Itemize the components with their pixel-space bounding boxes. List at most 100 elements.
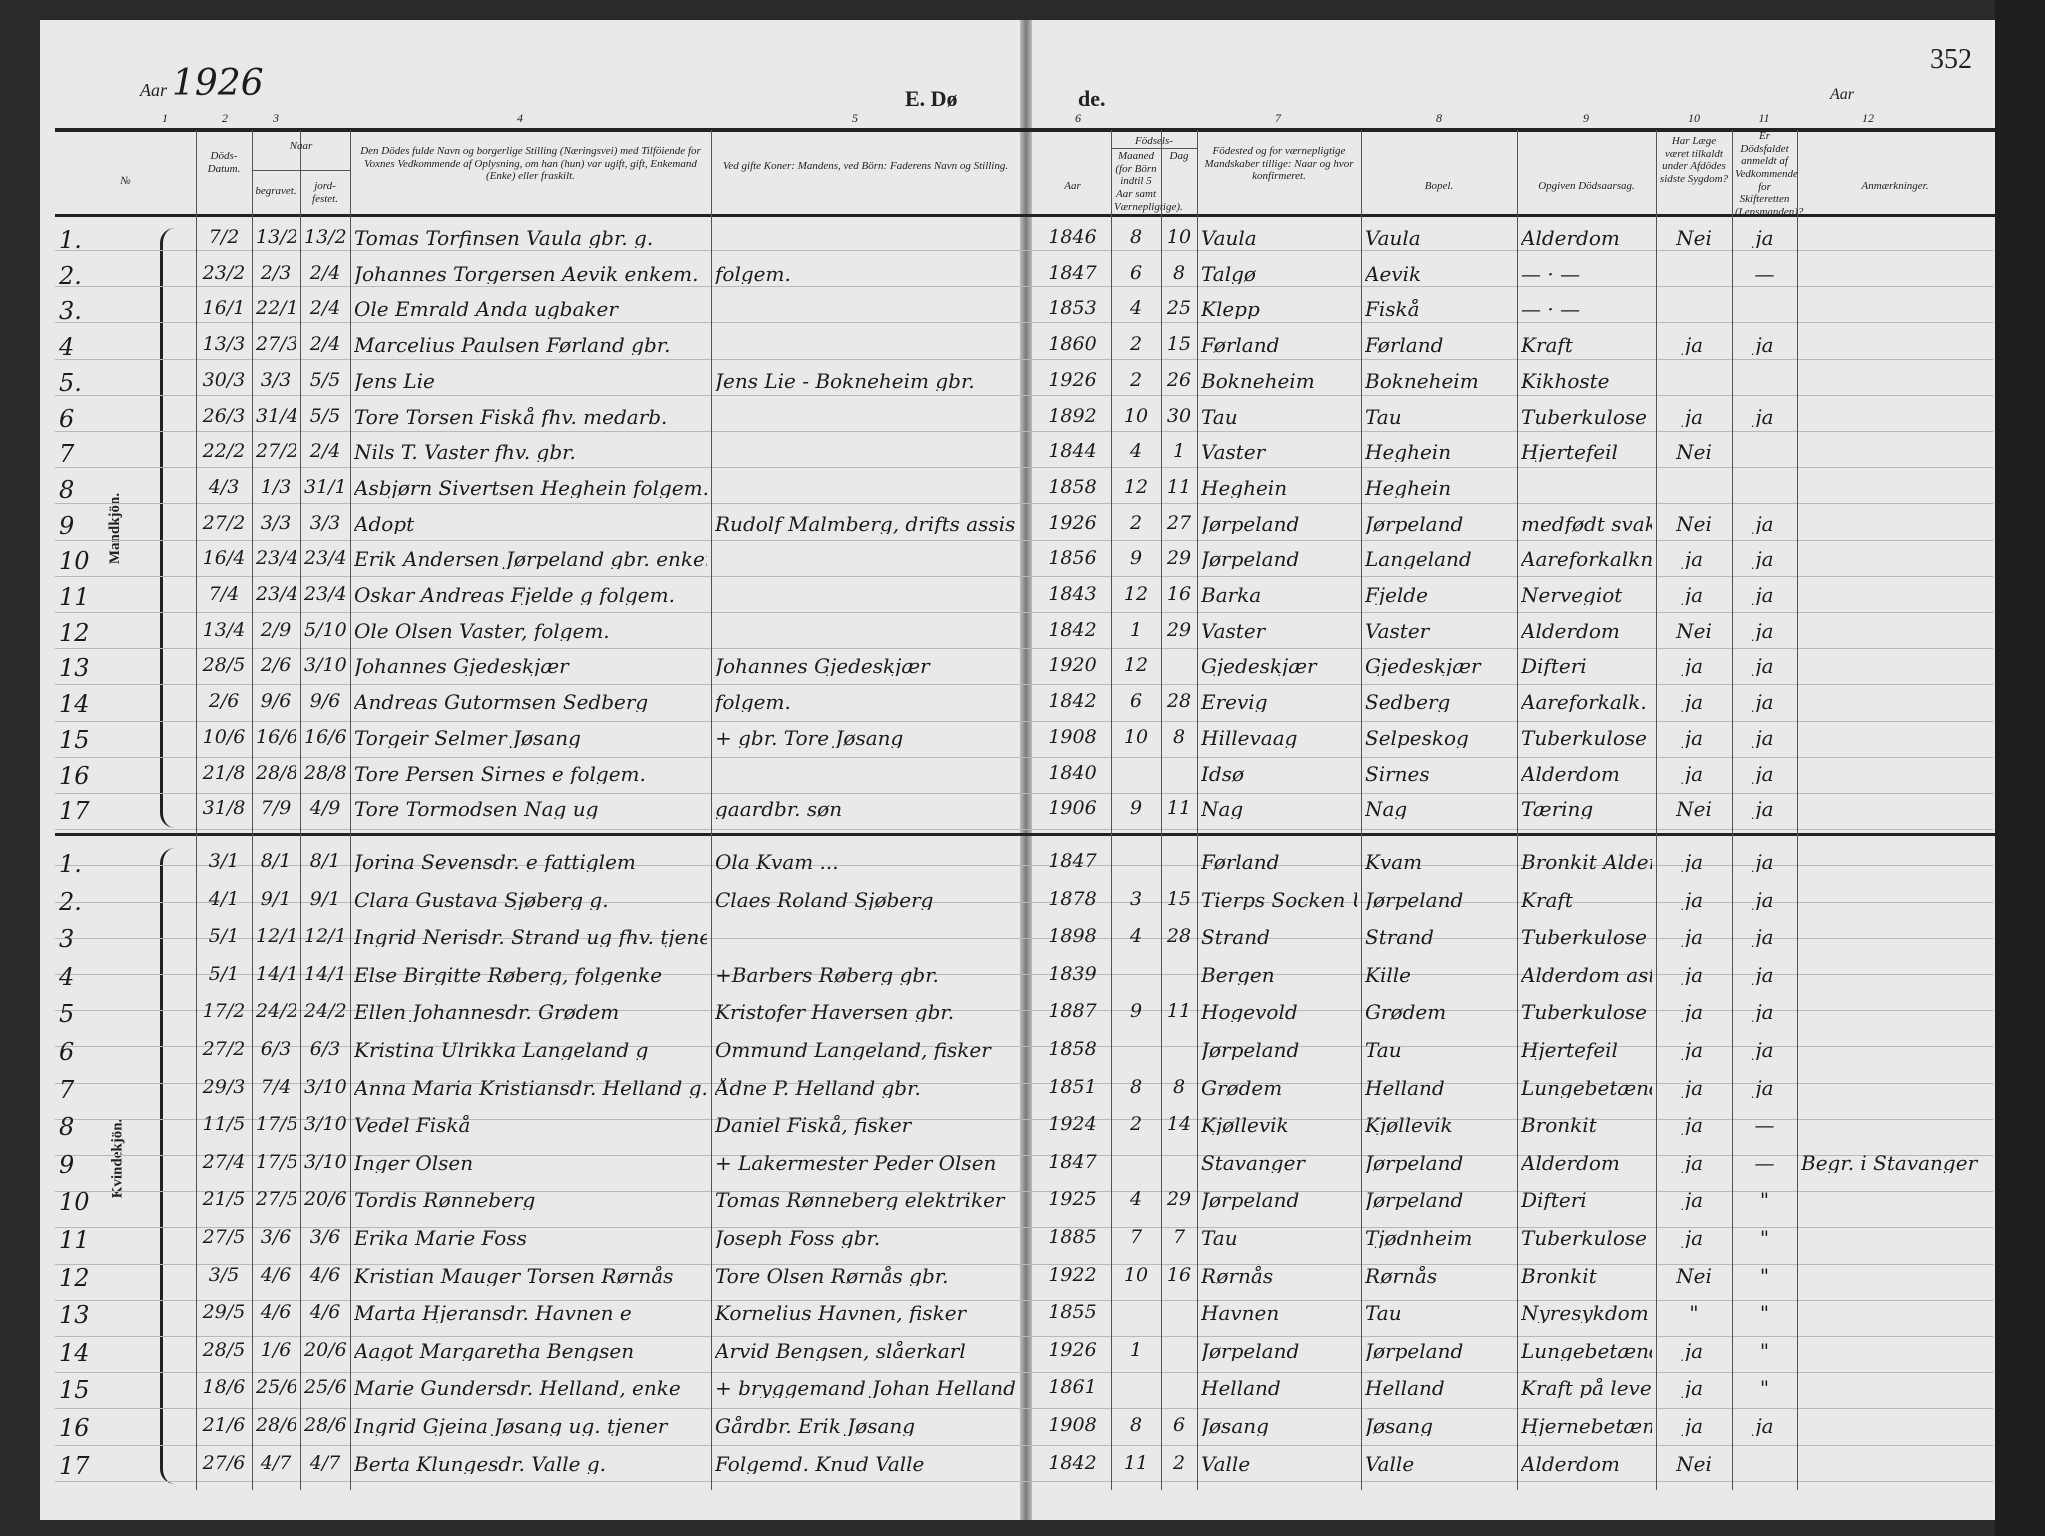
female-row-15-father: + bryggemand Johan Helland xyxy=(715,1378,1016,1399)
male-row-10-probate: ja xyxy=(1755,549,1774,570)
male-row-12-name: Ole Olsen Vaster, folgem. xyxy=(354,620,610,641)
female-row-11-buried: 3/6 xyxy=(260,1228,292,1247)
male-row-6-cause: Tuberkulose xyxy=(1521,406,1647,427)
header-father: Ved gifte Koner: Mandens, ved Börn: Fade… xyxy=(722,160,1009,172)
female-row-14-buried: 1/6 xyxy=(260,1340,292,1360)
female-row-1-no: 1. xyxy=(59,852,82,876)
male-row-10-buried: 23/4 xyxy=(256,549,296,569)
female-row-8-birth-month: 2 xyxy=(1129,1115,1143,1135)
book-edge xyxy=(1995,0,2045,1536)
female-row-7-name: Anna Maria Kristiansdr. Helland g. xyxy=(354,1077,707,1098)
male-row-15-father: + gbr. Tore Jøsang xyxy=(715,727,904,748)
male-row-13-name: Johannes Gjedeskjær xyxy=(354,656,569,677)
female-row-6-birth-year: 1858 xyxy=(1048,1040,1097,1059)
section-title-left: E. Dø xyxy=(905,86,958,111)
female-row-10-cause: Difteri xyxy=(1521,1190,1587,1211)
female-row-1-buried: 8/1 xyxy=(260,852,292,871)
male-row-5-residence: Bokneheim xyxy=(1365,370,1479,391)
female-row-5-birth-month: 9 xyxy=(1129,1002,1143,1022)
male-row-15-birthplace: Hillevaag xyxy=(1201,727,1298,748)
female-row-3-birthplace: Strand xyxy=(1201,927,1270,948)
female-row-7-cause: Lungebetændelse xyxy=(1521,1077,1652,1098)
male-row-4-no: 4 xyxy=(59,335,75,360)
female-row-5-birthplace: Hogevold xyxy=(1201,1002,1298,1023)
female-row-11-probate: " xyxy=(1759,1228,1770,1248)
ruled-line xyxy=(55,431,1993,432)
female-row-6-doctor: ja xyxy=(1684,1040,1704,1060)
female-row-3-funeral: 12/1 xyxy=(304,927,346,947)
male-row-16-name: Tore Persen Sirnes e folgem. xyxy=(354,763,646,784)
female-row-14-death-date: 28/5 xyxy=(202,1340,246,1360)
female-row-10-father: Tomas Rønneberg elektriker xyxy=(715,1190,1005,1211)
column-rule xyxy=(1732,130,1733,1490)
male-row-7-buried: 27/2 xyxy=(256,442,296,462)
male-row-3-no: 3. xyxy=(59,299,82,324)
male-row-9-death-date: 27/2 xyxy=(202,513,246,533)
female-row-10-no: 10 xyxy=(59,1190,90,1215)
male-row-13-cause: Difteri xyxy=(1521,656,1587,677)
male-row-5-birth-month: 2 xyxy=(1129,370,1143,390)
male-row-17-birth-year: 1906 xyxy=(1048,799,1097,819)
ruled-line xyxy=(55,1191,1993,1193)
female-row-4-name: Else Birgitte Røberg, folgenke xyxy=(354,964,663,985)
male-row-7-no: 7 xyxy=(59,442,75,467)
male-row-1-doctor: Nei xyxy=(1676,228,1712,248)
male-row-14-father: folgem. xyxy=(715,692,791,713)
male-row-7-birth-month: 4 xyxy=(1129,442,1143,462)
male-row-8-death-date: 4/3 xyxy=(208,477,240,497)
female-row-3-name: Ingrid Nerisdr. Strand ug fhv. tjenestep… xyxy=(354,927,707,948)
header-remarks: Anmærkninger. xyxy=(1861,180,1929,192)
male-row-11-funeral: 23/4 xyxy=(304,585,346,604)
header-subrule xyxy=(1111,148,1197,149)
male-row-12-doctor: Nei xyxy=(1676,620,1712,641)
female-row-3-doctor: ja xyxy=(1684,927,1704,948)
male-row-6-probate: ja xyxy=(1755,406,1774,427)
male-row-15-doctor: ja xyxy=(1684,727,1704,748)
female-row-10-birth-day: 29 xyxy=(1166,1190,1192,1210)
male-row-11-birth-year: 1843 xyxy=(1048,585,1097,604)
male-row-5-funeral: 5/5 xyxy=(309,370,341,390)
male-row-5-father: Jens Lie - Bokneheim gbr. xyxy=(715,370,975,391)
male-row-9-buried: 3/3 xyxy=(260,513,292,533)
year-label-right: Aar xyxy=(1830,86,1854,103)
female-row-5-birth-day: 11 xyxy=(1166,1002,1192,1022)
male-row-1-birth-month: 8 xyxy=(1129,228,1143,247)
column-number: 11 xyxy=(1758,111,1770,125)
female-row-1-father: Ola Kvam ... xyxy=(715,852,839,872)
male-row-17-birth-month: 9 xyxy=(1129,799,1143,819)
male-row-1-funeral: 13/2 xyxy=(304,228,346,247)
male-row-3-death-date: 16/1 xyxy=(202,299,246,319)
male-row-4-birth-year: 1860 xyxy=(1048,335,1097,355)
male-row-8-no: 8 xyxy=(59,477,75,502)
male-row-11-cause: Nervegiot xyxy=(1521,585,1623,605)
male-row-9-birth-year: 1926 xyxy=(1048,513,1097,533)
male-row-5-no: 5. xyxy=(59,370,82,395)
ruled-line xyxy=(55,286,1993,288)
female-row-7-death-date: 29/3 xyxy=(202,1077,246,1097)
female-row-14-father: Arvid Bengsen, slåerkarl xyxy=(715,1340,966,1361)
male-row-13-birth-year: 1920 xyxy=(1048,656,1097,676)
male-row-8-birth-day: 11 xyxy=(1166,477,1192,497)
male-row-2-birthplace: Talgø xyxy=(1201,263,1256,284)
male-row-9-birth-month: 2 xyxy=(1129,513,1143,533)
female-row-3-cause: Tuberkulose xyxy=(1521,927,1647,948)
female-row-12-residence: Rørnås xyxy=(1365,1265,1438,1286)
header-bottom-rule xyxy=(55,214,1995,217)
female-row-5-cause: Tuberkulose xyxy=(1521,1002,1647,1023)
female-row-10-funeral: 20/6 xyxy=(304,1190,346,1210)
female-row-16-doctor: ja xyxy=(1684,1416,1704,1436)
male-row-13-doctor: ja xyxy=(1684,656,1704,677)
male-row-15-residence: Selpeskog xyxy=(1365,727,1469,748)
section-divider xyxy=(55,833,1995,836)
male-row-13-father: Johannes Gjedeskjær xyxy=(715,656,930,677)
female-row-15-funeral: 25/6 xyxy=(304,1378,346,1398)
male-row-3-birth-month: 4 xyxy=(1129,299,1143,319)
female-row-4-residence: Kille xyxy=(1365,964,1411,985)
female-row-4-cause: Alderdom astma xyxy=(1521,964,1652,985)
male-row-4-name: Marcelius Paulsen Førland gbr. xyxy=(354,335,671,356)
column-rule xyxy=(1797,130,1798,1490)
header-buried: begravet. xyxy=(255,185,297,197)
female-row-11-birth-day: 7 xyxy=(1172,1228,1186,1247)
male-row-7-birth-day: 1 xyxy=(1172,442,1186,462)
female-row-11-birth-year: 1885 xyxy=(1048,1228,1097,1247)
